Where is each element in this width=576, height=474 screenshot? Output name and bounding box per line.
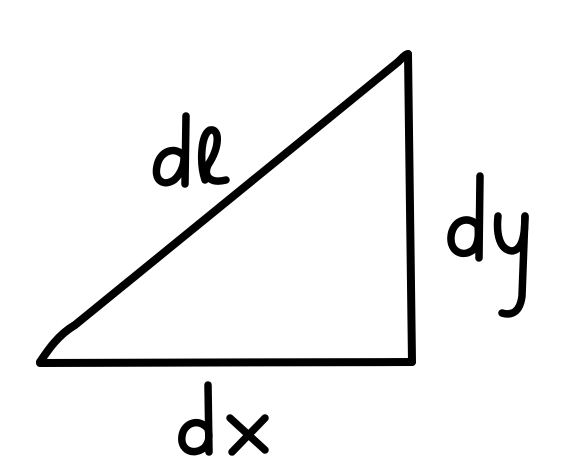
vertical-label-text: dy <box>450 180 451 181</box>
horizontal-label-text: dx <box>180 390 181 391</box>
vertical-label <box>447 172 529 318</box>
horizontal-label <box>178 381 269 456</box>
hypotenuse-edge <box>36 50 412 366</box>
vertical-edge <box>404 50 416 366</box>
hypotenuse-label <box>152 112 230 188</box>
base-edge <box>36 358 416 367</box>
hypotenuse-label-text: dℓ <box>150 120 151 121</box>
